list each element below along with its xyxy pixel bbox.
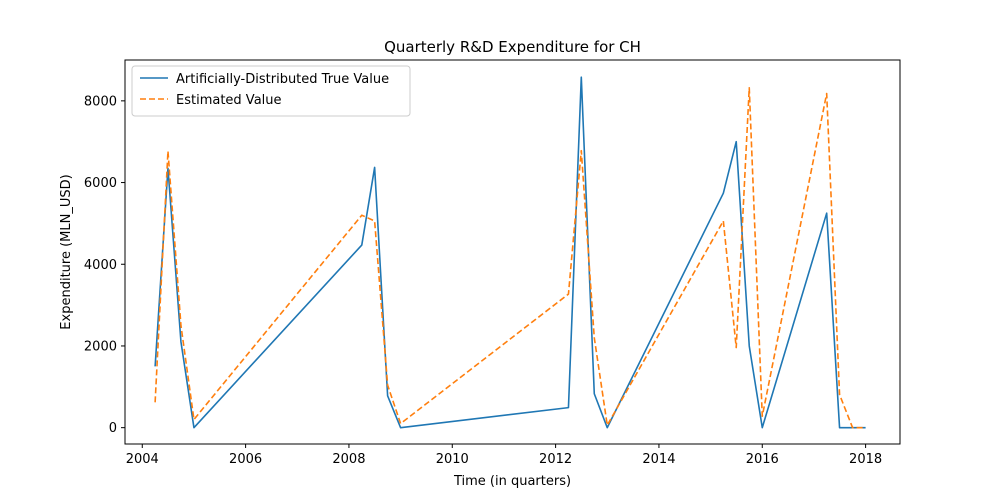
legend-box [131, 65, 411, 117]
legend-label-0: Artificially-Distributed True Value [176, 72, 389, 87]
x-tick-label: 2018 [849, 452, 882, 467]
x-tick-label: 2014 [642, 452, 675, 467]
y-axis-label: Expenditure (MLN_USD) [59, 174, 74, 329]
y-tick-label: 4000 [84, 258, 117, 273]
plot-background [125, 60, 900, 444]
y-tick-label: 8000 [84, 94, 117, 109]
x-tick-label: 2012 [539, 452, 572, 467]
chart-title: Quarterly R&D Expenditure for CH [384, 38, 641, 56]
x-tick-label: 2008 [332, 452, 365, 467]
y-axis: 0 2000 4000 6000 8000 [84, 94, 125, 436]
x-axis-label: Time (in quarters) [453, 474, 571, 489]
y-tick-label: 2000 [84, 339, 117, 354]
x-tick-label: 2006 [229, 452, 262, 467]
x-axis: 2004 2006 2008 2010 2012 2014 2016 2018 [126, 444, 882, 467]
series-layer [154, 76, 866, 429]
x-tick-label: 2004 [126, 452, 159, 467]
plot-area [124, 59, 901, 445]
legend: Artificially-Distributed True Value Estim… [131, 65, 411, 117]
y-tick-label: 6000 [84, 176, 117, 191]
series-line-1 [154, 86, 866, 429]
legend-label-1: Estimated Value [176, 93, 282, 108]
plot-frame [124, 59, 901, 445]
x-tick-label: 2010 [436, 452, 469, 467]
y-tick-label: 0 [109, 421, 117, 436]
x-tick-label: 2016 [746, 452, 779, 467]
